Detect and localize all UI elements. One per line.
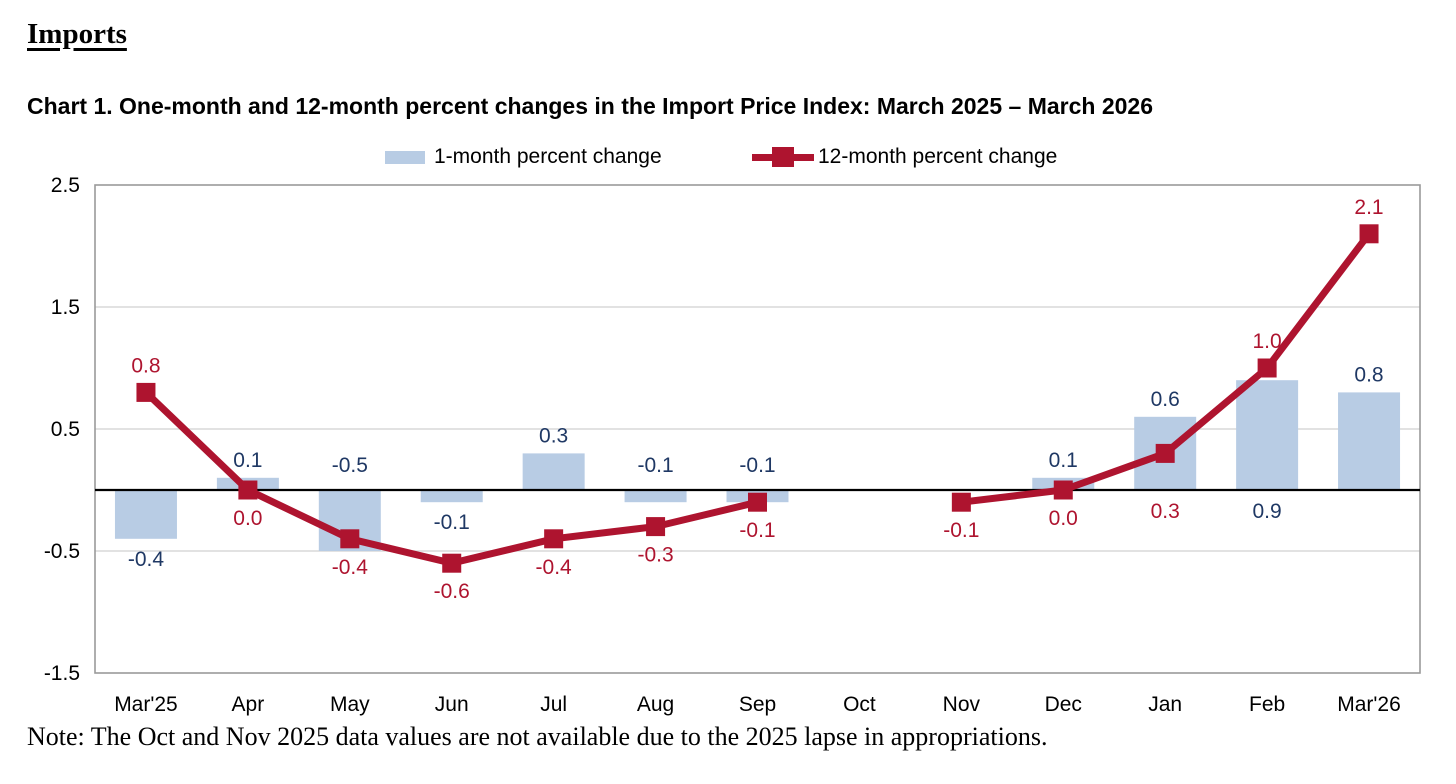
line-marker xyxy=(646,517,666,537)
x-axis-tick-label: Jul xyxy=(540,693,567,716)
line-marker xyxy=(136,382,156,402)
line-data-label: -0.4 xyxy=(332,556,369,579)
line-marker xyxy=(1053,480,1073,500)
x-axis-tick-label: Aug xyxy=(637,693,674,716)
line-marker xyxy=(1155,443,1175,463)
x-axis-tick-label: Mar'25 xyxy=(114,693,178,716)
chart-legend: 1-month percent change 12-month percent … xyxy=(0,143,1456,171)
bar-data-label: -0.1 xyxy=(637,454,673,477)
line-data-label: 0.8 xyxy=(131,354,160,377)
bar-data-label: 0.9 xyxy=(1253,500,1282,523)
line-marker xyxy=(544,529,564,549)
legend-label-1-month: 1-month percent change xyxy=(434,145,662,168)
line-data-label: -0.6 xyxy=(434,580,470,603)
y-axis-tick-label: -0.5 xyxy=(44,540,80,563)
line-data-label: -0.3 xyxy=(637,544,673,567)
x-axis-tick-label: May xyxy=(330,693,370,716)
x-axis-tick-label: Feb xyxy=(1249,693,1285,716)
line-marker xyxy=(340,529,360,549)
chart-note: Note: The Oct and Nov 2025 data values a… xyxy=(27,722,1048,751)
bar xyxy=(624,490,687,503)
y-axis-tick-label: 2.5 xyxy=(51,174,80,197)
line-marker xyxy=(951,492,971,512)
line-marker xyxy=(238,480,258,500)
legend-item-12-month: 12-month percent change xyxy=(752,143,1057,171)
x-axis-tick-label: Sep xyxy=(739,693,776,716)
x-axis-tick-label: Jun xyxy=(435,693,469,716)
line-series xyxy=(143,389,759,567)
line-data-label: 1.0 xyxy=(1253,330,1282,353)
bar xyxy=(114,490,177,539)
line-data-label: -0.1 xyxy=(739,519,775,542)
bar-data-label: 0.3 xyxy=(539,424,568,447)
bar xyxy=(1236,380,1299,490)
x-axis-tick-label: Jan xyxy=(1148,693,1182,716)
line-marker xyxy=(1257,358,1277,378)
y-axis-tick-label: -1.5 xyxy=(44,662,80,685)
line-data-label: 0.3 xyxy=(1151,500,1180,523)
chart-title: Chart 1. One-month and 12-month percent … xyxy=(27,93,1154,119)
bar xyxy=(522,453,585,490)
legend-item-1-month: 1-month percent change xyxy=(385,143,662,171)
bar xyxy=(420,490,483,503)
legend-square-marker xyxy=(772,147,794,167)
x-axis-tick-label: Dec xyxy=(1045,693,1082,716)
legend-label-12-month: 12-month percent change xyxy=(818,145,1058,168)
bar-data-label: 0.1 xyxy=(233,449,262,472)
page-title: Imports xyxy=(27,18,127,50)
bar-data-label: 0.1 xyxy=(1049,449,1078,472)
y-axis-tick-label: 1.5 xyxy=(51,296,80,319)
line-marker xyxy=(748,492,767,512)
bar-swatch-icon xyxy=(385,150,425,164)
bar-data-label: 0.8 xyxy=(1354,363,1383,386)
x-axis-tick-label: Oct xyxy=(843,693,876,716)
line-data-label: -0.4 xyxy=(536,556,573,579)
bar-data-label: -0.5 xyxy=(332,454,368,477)
bar-data-label: -0.1 xyxy=(739,454,775,477)
line-data-label: 0.0 xyxy=(1049,507,1078,530)
x-axis-tick-label: Nov xyxy=(943,693,981,716)
bar-data-label: -0.4 xyxy=(128,548,165,571)
x-axis-tick-label: Apr xyxy=(232,693,265,716)
bar-data-label: 0.6 xyxy=(1151,388,1180,411)
line-marker-swatch-icon xyxy=(752,147,814,167)
bar xyxy=(1338,392,1401,490)
x-axis-tick-label: Mar'26 xyxy=(1337,693,1401,716)
line-data-label: 0.0 xyxy=(233,507,262,530)
bar-data-label: -0.1 xyxy=(434,511,470,534)
y-axis-tick-label: 0.5 xyxy=(51,418,80,441)
line-data-label: 2.1 xyxy=(1354,196,1383,219)
line-marker xyxy=(442,553,462,573)
line-marker xyxy=(1359,224,1379,244)
plot-border xyxy=(94,184,1421,674)
line-data-label: -0.1 xyxy=(943,519,979,542)
